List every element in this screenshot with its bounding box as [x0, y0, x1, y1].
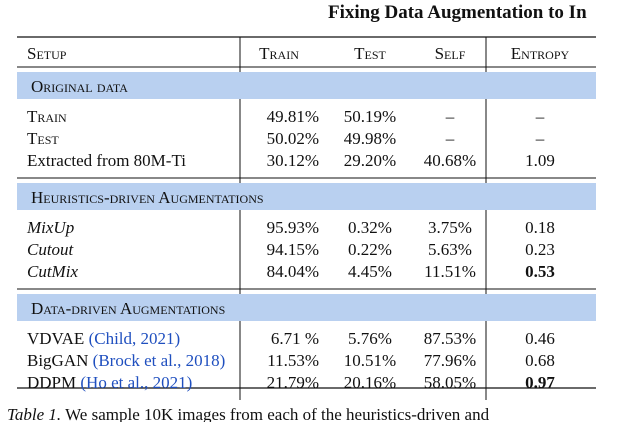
column-header: Train — [259, 44, 299, 63]
running-title: Fixing Data Augmentation to In — [328, 2, 587, 23]
cell: 30.12% — [267, 151, 319, 170]
row-label: DDPM (Ho et al., 2021) — [27, 373, 192, 392]
column-header: Setup — [27, 44, 67, 63]
cell: 11.53% — [267, 351, 319, 370]
cell: 29.20% — [344, 151, 396, 170]
row-name: BigGAN — [27, 351, 88, 370]
cell: 20.16% — [344, 373, 396, 392]
cell: 0.53 — [525, 262, 555, 281]
row-label: BigGAN (Brock et al., 2018) — [27, 351, 225, 370]
cell: 40.68% — [424, 151, 476, 170]
cell: 0.97 — [525, 373, 555, 392]
row-name: Test — [27, 129, 59, 148]
cell: 0.18 — [525, 218, 555, 237]
cell: 0.22% — [348, 240, 392, 259]
citation: (Child, 2021) — [89, 329, 181, 348]
row-name: DDPM — [27, 373, 76, 392]
row-label: CutMix — [27, 262, 78, 281]
cell: 3.75% — [428, 218, 472, 237]
section-band — [17, 183, 596, 210]
caption-text: We sample 10K images from each of the he… — [65, 405, 489, 422]
row-label: Test — [27, 129, 59, 148]
cell: 0.68 — [525, 351, 555, 370]
cell: 5.76% — [348, 329, 392, 348]
cell: 21.79% — [267, 373, 319, 392]
cell: 84.04% — [267, 262, 319, 281]
cell: 0.32% — [348, 218, 392, 237]
caption: Table 1. We sample 10K images from each … — [7, 405, 490, 422]
cell: 5.63% — [428, 240, 472, 259]
row-label: Cutout — [27, 240, 75, 259]
section-title: Heuristics-driven Augmentations — [31, 188, 264, 207]
row-name: Extracted from 80M-Ti — [27, 151, 186, 170]
cell: 49.81% — [267, 107, 319, 126]
cell: 0.46 — [525, 329, 555, 348]
cell: 77.96% — [424, 351, 476, 370]
cell: 50.19% — [344, 107, 396, 126]
citation: (Brock et al., 2018) — [93, 351, 226, 370]
column-header: Self — [435, 44, 466, 63]
cell: 50.02% — [267, 129, 319, 148]
cell: – — [445, 107, 455, 126]
cell: 4.45% — [348, 262, 392, 281]
row-name: Train — [27, 107, 67, 126]
column-header: Entropy — [511, 44, 570, 63]
cell: 49.98% — [344, 129, 396, 148]
row-label: VDVAE (Child, 2021) — [27, 329, 180, 348]
section-band — [17, 294, 596, 321]
section-title: Original data — [31, 77, 128, 96]
column-header: Test — [354, 44, 386, 63]
row-label: Extracted from 80M-Ti — [27, 151, 186, 170]
cell: 10.51% — [344, 351, 396, 370]
cell: 6.71 % — [271, 329, 319, 348]
row-name: MixUp — [26, 218, 74, 237]
row-name: Cutout — [27, 240, 75, 259]
cell: 95.93% — [267, 218, 319, 237]
section-title: Data-driven Augmentations — [31, 299, 225, 318]
cell: 94.15% — [267, 240, 319, 259]
cell: – — [535, 107, 545, 126]
row-name: CutMix — [27, 262, 78, 281]
cell: – — [535, 129, 545, 148]
row-label: MixUp — [26, 218, 74, 237]
row-name: VDVAE — [27, 329, 84, 348]
row-label: Train — [27, 107, 67, 126]
cell: 87.53% — [424, 329, 476, 348]
citation: (Ho et al., 2021) — [80, 373, 192, 392]
cell: 11.51% — [424, 262, 476, 281]
caption-label: Table 1. — [7, 405, 61, 422]
cell: 0.23 — [525, 240, 555, 259]
cell: – — [445, 129, 455, 148]
cell: 1.09 — [525, 151, 555, 170]
section-band — [17, 72, 596, 99]
cell: 58.05% — [424, 373, 476, 392]
